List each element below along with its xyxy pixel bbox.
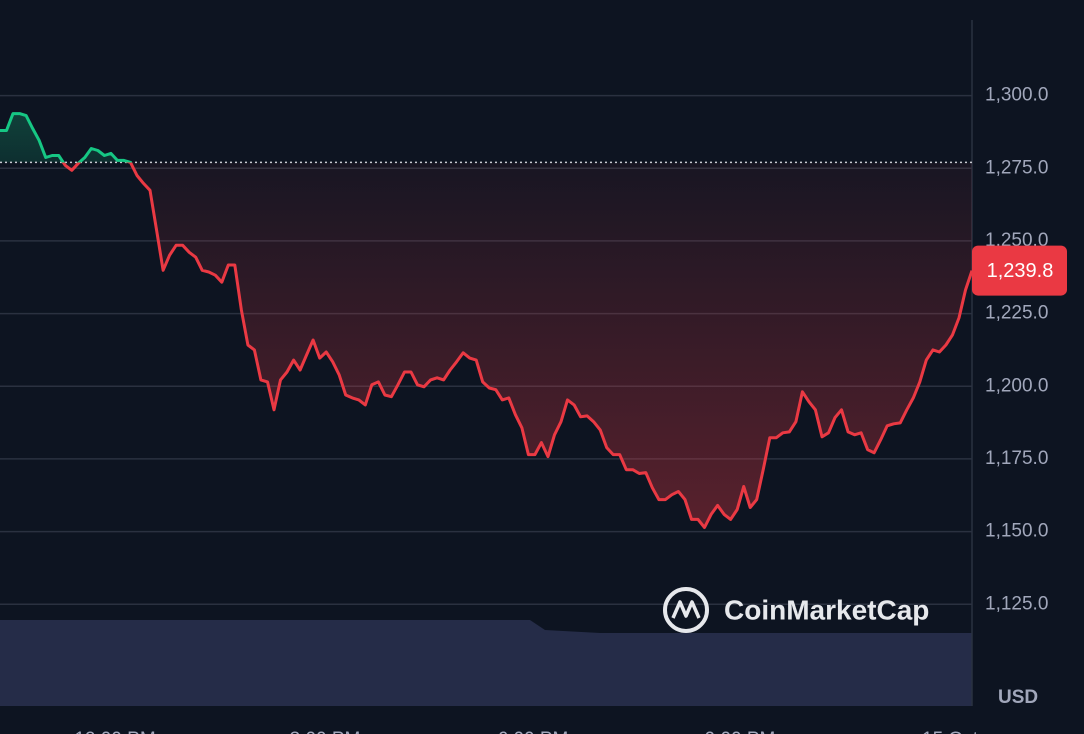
price-tag-label: 1,239.8 [987,260,1054,282]
area [0,113,972,528]
y-tick-label: 1,175.0 [985,448,1048,469]
x-tick-label: 6:00 PM [498,729,569,734]
x-tick-label: 15 Oct [922,729,979,734]
x-tick-label: 12:00 PM [74,729,155,734]
y-tick-label: 1,125.0 [985,593,1048,614]
y-tick-label: 1,300.0 [985,85,1048,106]
price-tag [972,245,1067,296]
y-tick-label: 1,225.0 [985,303,1048,324]
watermark-logo [663,587,709,633]
watermark: CoinMarketCap [724,594,929,625]
y-tick-label: 1,200.0 [985,375,1048,396]
x-tick-label: 9:00 PM [705,729,776,734]
y-tick-label: 1,150.0 [985,521,1048,542]
y-tick-label: 1,275.0 [985,157,1048,178]
x-tick-label: 3:00 PM [290,729,361,734]
price-line [0,112,974,529]
currency: USD [998,687,1038,708]
volume-band [0,620,972,706]
